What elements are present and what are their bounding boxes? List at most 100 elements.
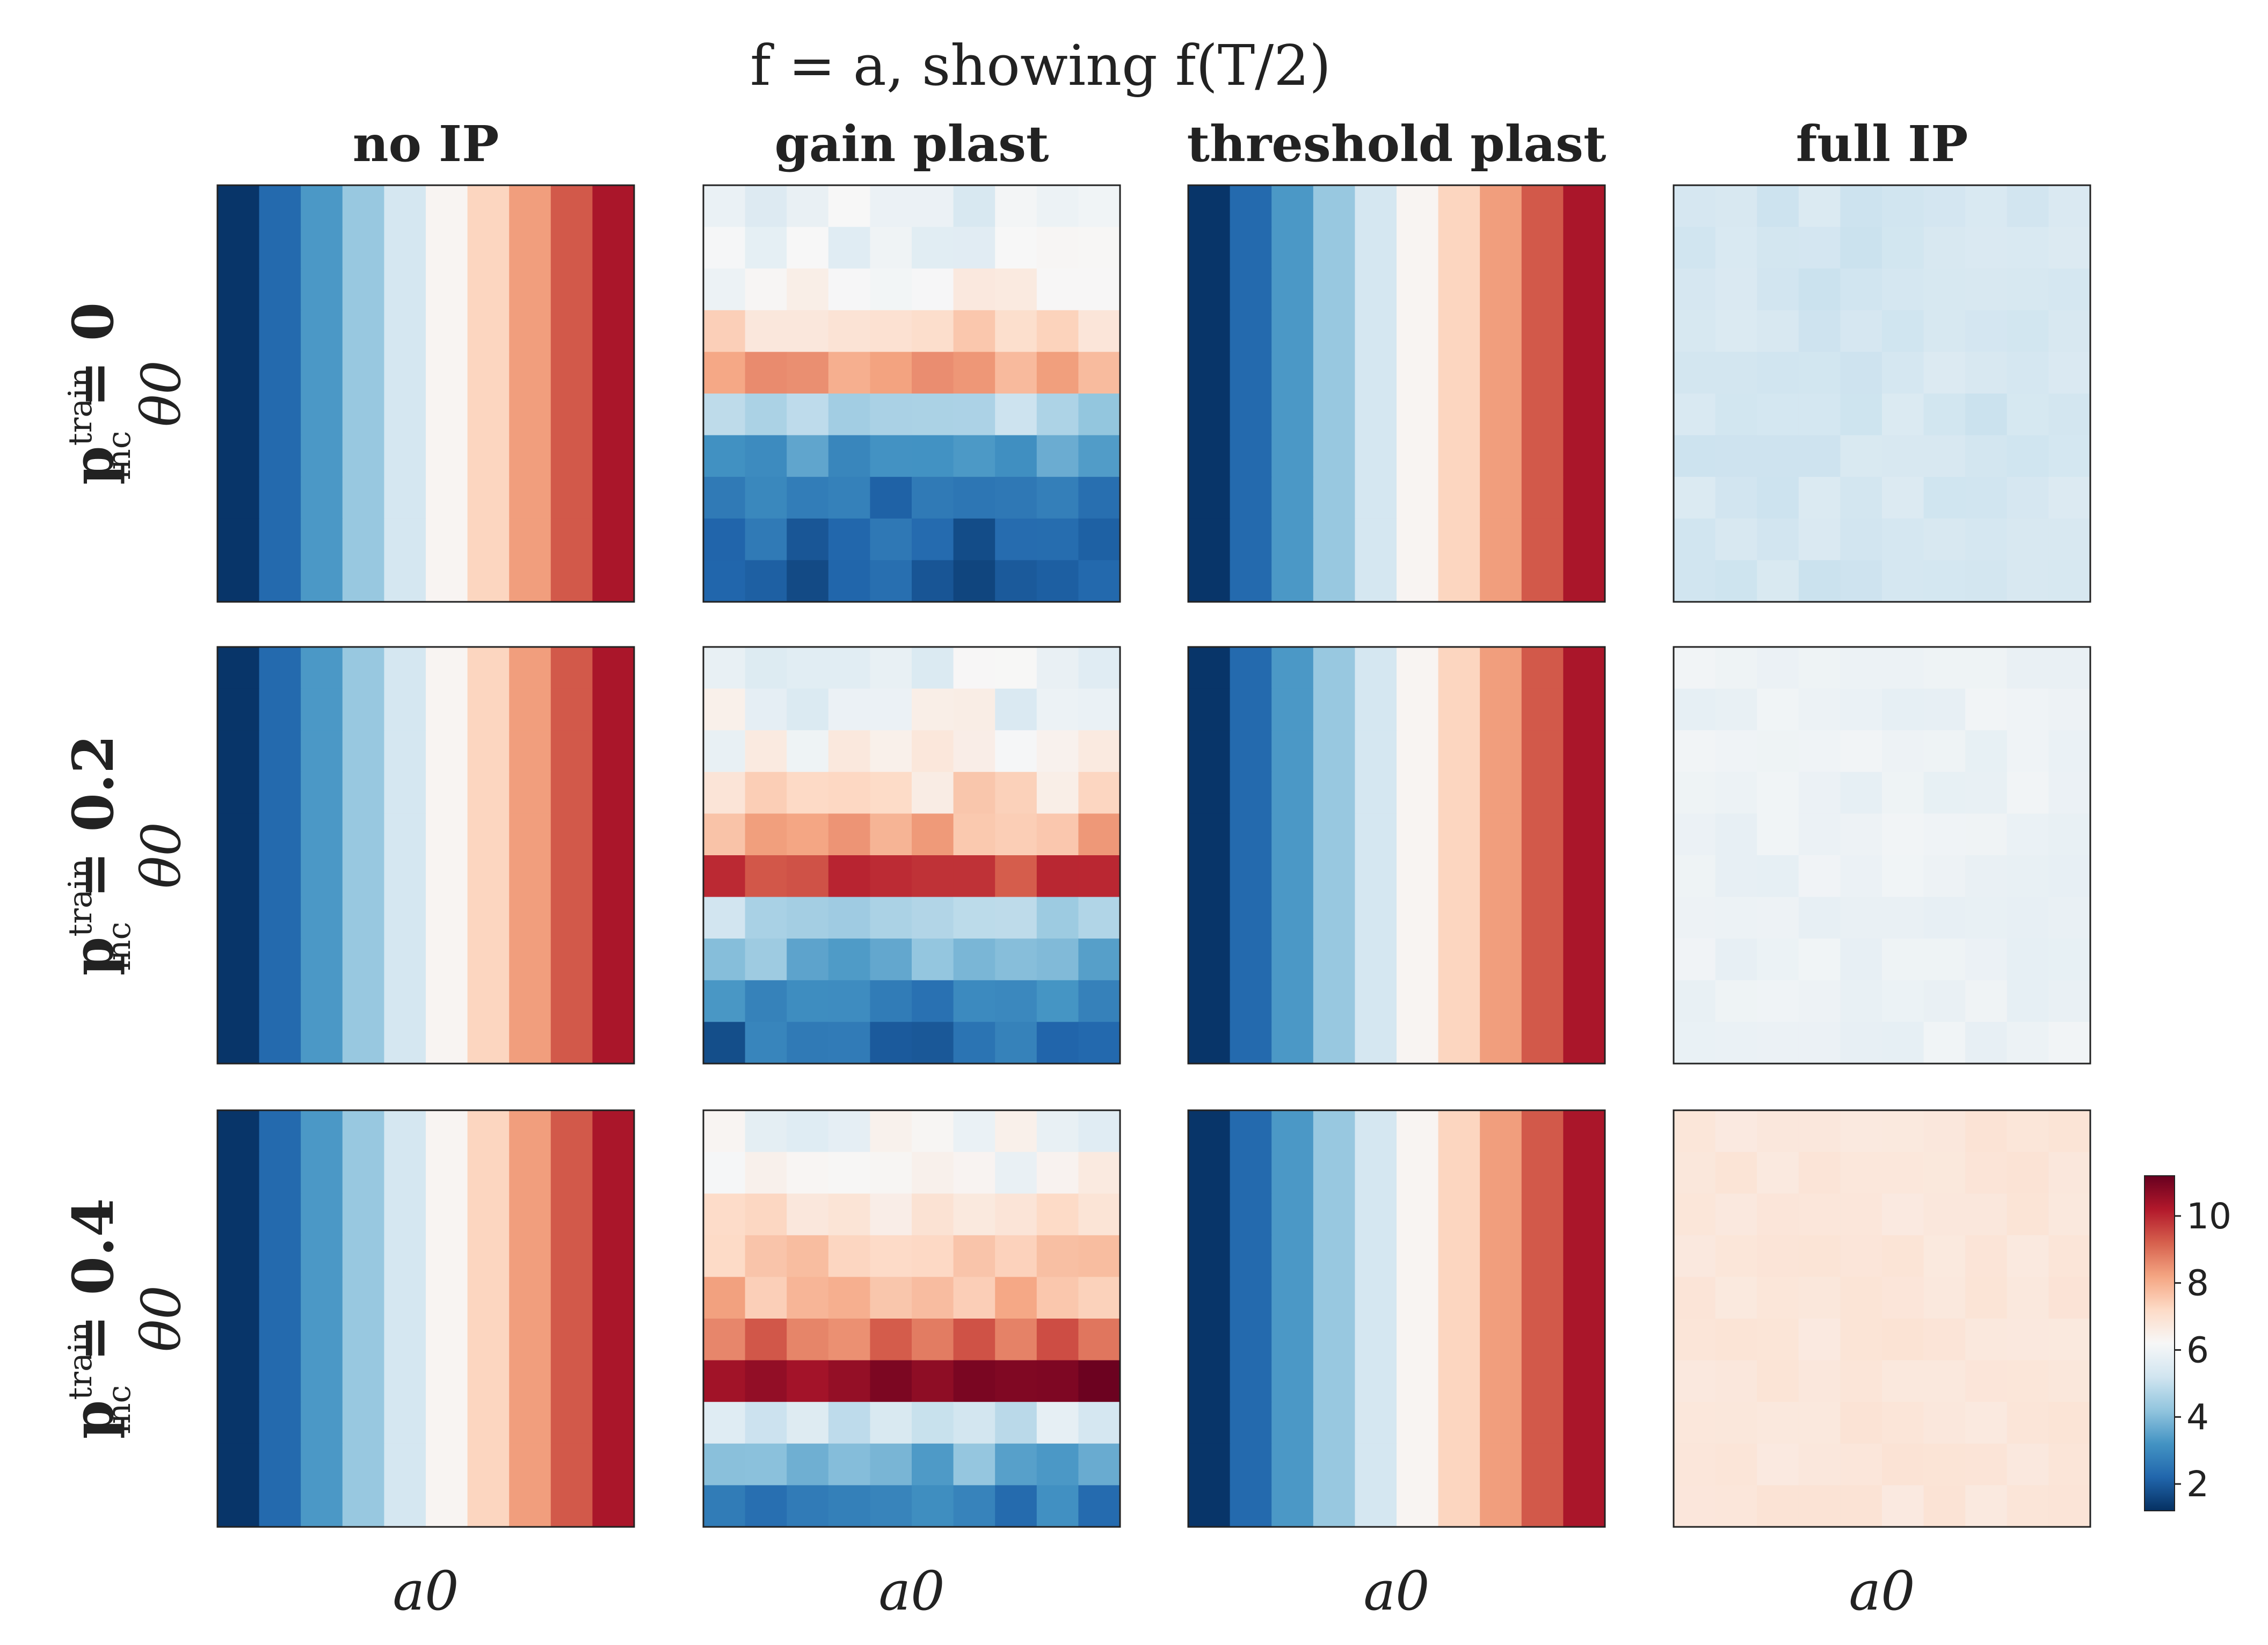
heatmap-cell <box>1188 1443 1231 1486</box>
heatmap-cell <box>1188 855 1231 898</box>
heatmap-cell <box>1965 518 2008 561</box>
heatmap-cell <box>509 771 551 814</box>
heatmap-cell <box>1563 855 1605 898</box>
heatmap-cell <box>467 435 510 477</box>
heatmap-cell <box>550 1193 593 1236</box>
heatmap-cell <box>1840 730 1882 773</box>
heatmap-cell <box>1188 435 1231 477</box>
heatmap-cell <box>426 1360 468 1402</box>
heatmap-cell <box>1563 1443 1605 1486</box>
heatmap-cell <box>384 1110 426 1153</box>
heatmap-cell <box>1188 938 1231 981</box>
heatmap-cell <box>1036 477 1079 519</box>
heatmap-cell <box>384 435 426 477</box>
heatmap-cell <box>1078 1235 1121 1278</box>
heatmap-cell <box>745 1443 787 1486</box>
heatmap-cell <box>1078 1193 1121 1236</box>
heatmap-cell <box>301 813 343 856</box>
heatmap-cell <box>1840 310 1882 353</box>
heatmap-cell <box>592 855 635 898</box>
heatmap-cell <box>342 268 385 311</box>
heatmap-cell <box>828 310 871 353</box>
heatmap-cell <box>217 1193 260 1236</box>
heatmap-cell <box>1438 771 1480 814</box>
heatmap-cell <box>1438 560 1480 602</box>
heatmap-cell <box>259 310 301 353</box>
heatmap-panels <box>216 184 2091 1528</box>
heatmap-cell <box>509 518 551 561</box>
heatmap-cell <box>1480 1193 1522 1236</box>
heatmap-cell <box>1480 855 1522 898</box>
heatmap-cell <box>426 352 468 394</box>
heatmap-cell <box>1230 268 1272 311</box>
panel-frame <box>216 184 635 603</box>
heatmap-cell <box>1674 310 1716 353</box>
heatmap-cell <box>1674 1235 1716 1278</box>
heatmap-cell <box>953 560 995 602</box>
heatmap-cell <box>259 227 301 269</box>
heatmap-cell <box>1313 730 1356 773</box>
heatmap-cell <box>342 771 385 814</box>
heatmap-cell <box>2048 1319 2091 1361</box>
heatmap-cell <box>1798 730 1841 773</box>
heatmap-cell <box>1521 730 1564 773</box>
heatmap-cell <box>467 771 510 814</box>
heatmap-cell <box>1715 1022 1757 1064</box>
heatmap-cell <box>787 980 829 1023</box>
heatmap-cell <box>2048 647 2091 689</box>
heatmap-cell <box>1674 647 1716 689</box>
heatmap-cell <box>1355 897 1397 939</box>
heatmap-cell <box>217 1319 260 1361</box>
heatmap-cell <box>1757 647 1799 689</box>
heatmap-cell <box>1882 1360 1924 1402</box>
heatmap-cell <box>1521 647 1564 689</box>
heatmap-cell <box>1397 310 1439 353</box>
heatmap-cell <box>1313 813 1356 856</box>
heatmap-cell <box>426 435 468 477</box>
heatmap-cell <box>1480 1022 1522 1064</box>
heatmap-cell <box>912 1110 954 1153</box>
heatmap-cell <box>259 518 301 561</box>
heatmap-cell <box>1188 310 1231 353</box>
heatmap-cell <box>1036 1402 1079 1444</box>
heatmap-cell <box>912 352 954 394</box>
heatmap-cell <box>1798 1277 1841 1319</box>
heatmap-cell <box>1798 1443 1841 1486</box>
heatmap-cell <box>870 1110 912 1153</box>
heatmap-cell <box>870 980 912 1023</box>
heatmap-cell <box>301 1022 343 1064</box>
heatmap-cell <box>1397 938 1439 981</box>
heatmap-cell <box>2007 560 2049 602</box>
heatmap-cell <box>1840 435 1882 477</box>
heatmap-cell <box>1188 980 1231 1023</box>
heatmap-cell <box>1313 227 1356 269</box>
heatmap-cell <box>912 1022 954 1064</box>
heatmap-cell <box>1923 1235 1966 1278</box>
heatmap-cell <box>2048 1485 2091 1527</box>
heatmap-cell <box>467 1022 510 1064</box>
heatmap-cell <box>1271 394 1314 436</box>
heatmap-cell <box>870 855 912 898</box>
heatmap-cell <box>384 1443 426 1486</box>
heatmap-cell <box>1882 185 1924 228</box>
heatmap-cell <box>1271 268 1314 311</box>
heatmap-cell <box>1480 771 1522 814</box>
heatmap-cell <box>1271 310 1314 353</box>
heatmap-cell <box>467 394 510 436</box>
heatmap-cell <box>1563 897 1605 939</box>
heatmap-cell <box>1397 1193 1439 1236</box>
colorbar-tick-label: 2 <box>2186 1464 2209 1505</box>
heatmap-cell <box>787 1235 829 1278</box>
heatmap-cell <box>953 1402 995 1444</box>
heatmap-cell <box>467 352 510 394</box>
heatmap-cell <box>426 813 468 856</box>
heatmap-cell <box>1757 560 1799 602</box>
heatmap-cell <box>1563 1235 1605 1278</box>
column-titles: no IP gain plast threshold plast full IP <box>353 115 1968 173</box>
heatmap-cell <box>1271 771 1314 814</box>
heatmap-cell <box>1563 268 1605 311</box>
heatmap-cell <box>1355 1319 1397 1361</box>
heatmap-cell <box>1923 771 1966 814</box>
heatmap-cell <box>1078 352 1121 394</box>
y-axis-label: θ0 <box>130 1285 193 1352</box>
